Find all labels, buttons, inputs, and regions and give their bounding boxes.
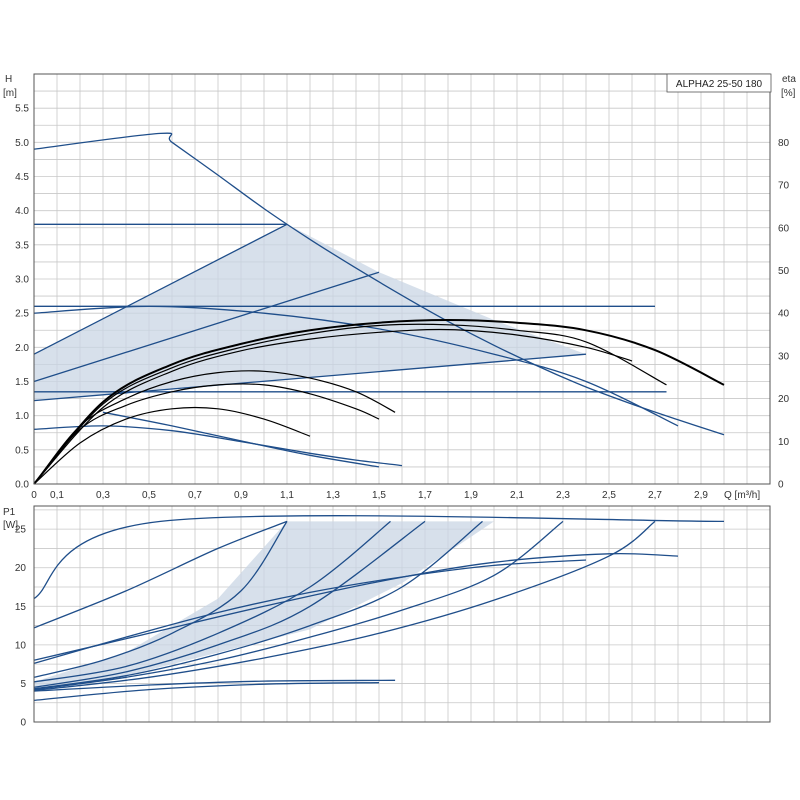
x-tick-label: 1,3	[326, 490, 340, 501]
power-series	[33, 515, 725, 702]
x-tick-label: 1,9	[464, 490, 478, 501]
x-tick-label: 0,9	[234, 490, 248, 501]
head-panel: 0 0,1 0,3 0,5 0,7 0,9 1,1 1,3 1,5 1,7 1,9 2,1 2,3 2,5…	[3, 73, 796, 501]
x-tick-label: 0,5	[142, 490, 156, 501]
efficiency-curve-15	[33, 406, 311, 485]
y2-tick-label: 60	[778, 223, 790, 234]
power-y-tick-label: 25	[15, 525, 27, 536]
head-x-axis-label: Q [m³/h]	[724, 490, 760, 501]
power-y-tick-label: 0	[20, 718, 26, 729]
y-tick-label: 0.5	[15, 445, 29, 456]
y2-tick-label: 20	[778, 394, 790, 405]
x-tick-label: 2,5	[602, 490, 616, 501]
y-tick-label: 0.0	[15, 480, 29, 491]
power-curve-3	[33, 520, 391, 683]
efficiency-curve-13	[33, 370, 396, 485]
y2-tick-label: 0	[778, 480, 784, 491]
power-y-tick-label: 20	[15, 563, 27, 574]
x-tick-label: 0,7	[188, 490, 202, 501]
y-tick-label: 5.0	[15, 138, 29, 149]
head-y-axis-label-line1: H	[5, 74, 12, 85]
x-tick-label: 2,1	[510, 490, 524, 501]
efficiency-curve-10	[33, 319, 725, 485]
y2-tick-label: 50	[778, 266, 790, 277]
chart-title-box	[666, 73, 772, 93]
power-curve-4	[33, 520, 426, 688]
head-shaded-area	[34, 224, 586, 401]
head-x-ticks: 0 0,1 0,3 0,5 0,7 0,9 1,1 1,3 1,5 1,7 1,9 2,1 2,3 2,5…	[31, 490, 708, 501]
head-shaded-region	[34, 224, 586, 401]
x-tick-label: 2,7	[648, 490, 662, 501]
power-curve-7	[33, 520, 656, 692]
power-curve-5	[33, 520, 483, 690]
head-frame	[33, 73, 771, 485]
power-y-tick-label: 5	[20, 679, 26, 690]
power-y-tick-label: 15	[15, 602, 27, 613]
chart-title: ALPHA2 25-50 180	[676, 79, 763, 90]
head-curve-4	[33, 223, 288, 355]
head-curve-0	[33, 132, 725, 436]
head-curve-5	[33, 271, 380, 383]
power-y-axis-label-line1: P1	[3, 507, 16, 518]
efficiency-curve-14	[33, 383, 380, 485]
x-tick-label: 1,5	[372, 490, 386, 501]
y-tick-label: 4.0	[15, 206, 29, 217]
x-tick-label: 0,3	[96, 490, 110, 501]
y2-tick-label: 70	[778, 181, 790, 192]
y2-tick-label: 10	[778, 437, 790, 448]
x-tick-label: 2,9	[694, 490, 708, 501]
y2-tick-label: 40	[778, 309, 790, 320]
head-y2-axis-label-line2: [%]	[781, 88, 796, 99]
x-tick-label: 0,1	[50, 490, 64, 501]
head-curve-8	[33, 425, 403, 467]
head-y2-ticks: 0 10 20 30 40 50 60 70 80	[778, 138, 790, 491]
y-tick-label: 1.0	[15, 411, 29, 422]
y-tick-label: 3.5	[15, 240, 29, 251]
head-curve-6	[33, 353, 587, 402]
power-curve-9	[33, 559, 587, 665]
y2-tick-label: 80	[778, 138, 790, 149]
power-shaded-area	[34, 521, 494, 690]
head-y-axis-label-line2: [m]	[3, 88, 17, 99]
power-y-ticks: 0 5 10 15 20 25	[15, 525, 27, 729]
power-y-tick-label: 10	[15, 640, 27, 651]
power-y-axis-label-line2: [W]	[3, 520, 18, 531]
x-tick-label: 2,3	[556, 490, 570, 501]
y-tick-label: 2.5	[15, 309, 29, 320]
efficiency-curve-12	[33, 328, 633, 485]
power-panel: 0 5 10 15 20 25 P1 [W]	[3, 505, 771, 729]
x-tick-label: 0	[31, 490, 37, 501]
x-tick-label: 1,1	[280, 490, 294, 501]
y-tick-label: 1.5	[15, 377, 29, 388]
power-curve-11	[33, 679, 396, 692]
y-tick-label: 2.0	[15, 343, 29, 354]
power-curve-8	[33, 552, 679, 661]
x-tick-label: 1,7	[418, 490, 432, 501]
power-curve-6	[33, 520, 564, 691]
head-y-ticks: 0.0 0.5 1.0 1.5 2.0 2.5 3.0 3.5 4.0 4.5 5.0 5.5	[15, 104, 29, 491]
power-curve-1	[33, 520, 288, 629]
power-frame	[33, 505, 771, 723]
head-series	[33, 132, 725, 485]
head-y2-axis-label-line1: eta	[782, 74, 796, 85]
y-tick-label: 4.5	[15, 172, 29, 183]
head-curve-7	[33, 305, 679, 427]
efficiency-curve-11	[33, 323, 667, 485]
y2-tick-label: 30	[778, 351, 790, 362]
y-tick-label: 3.0	[15, 275, 29, 286]
power-curve-0	[33, 515, 725, 600]
head-curve-9	[102, 411, 380, 468]
power-curve-10	[33, 682, 380, 702]
y-tick-label: 5.5	[15, 104, 29, 115]
power-curve-2	[33, 521, 288, 678]
power-shaded-region	[34, 521, 494, 690]
